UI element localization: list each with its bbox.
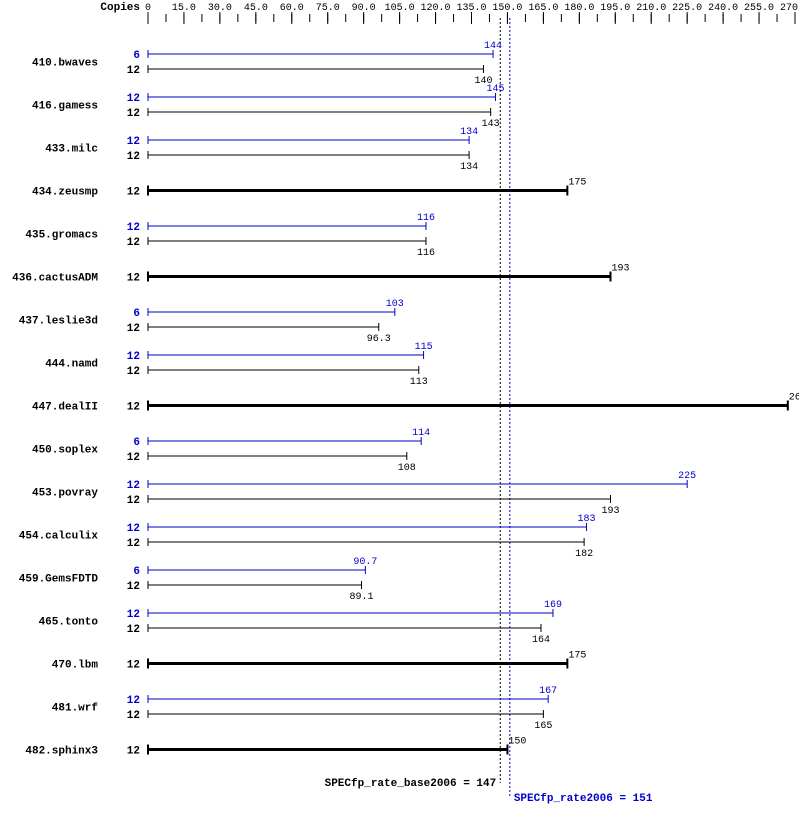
xaxis-tick-label: 105.0: [385, 3, 415, 14]
copies-base: 12: [127, 273, 140, 285]
xaxis-tick-label: 195.0: [600, 3, 630, 14]
copies-base: 12: [127, 746, 140, 758]
copies-base: 12: [127, 108, 140, 120]
xaxis-tick-label: 120.0: [421, 3, 451, 14]
base-value: 165: [534, 721, 552, 732]
benchmark-label: 465.tonto: [39, 617, 99, 629]
xaxis-tick-label: 255.0: [744, 3, 774, 14]
base-value: 164: [532, 635, 550, 646]
peak-value: 116: [417, 213, 435, 224]
xaxis-tick-label: 150.0: [492, 3, 522, 14]
base-value: 193: [601, 506, 619, 517]
benchmark-label: 436.cactusADM: [12, 273, 98, 285]
base-value: 143: [482, 119, 500, 130]
copies-base: 12: [127, 151, 140, 163]
benchmark-label: 437.leslie3d: [19, 316, 98, 328]
single-value: 175: [568, 651, 586, 662]
copies-base: 12: [127, 624, 140, 636]
copies-peak: 12: [127, 351, 140, 363]
copies-peak: 12: [127, 523, 140, 535]
xaxis-tick-label: 240.0: [708, 3, 738, 14]
ref-label-base: SPECfp_rate_base2006 = 147: [325, 778, 497, 790]
xaxis-tick-label: 60.0: [280, 3, 304, 14]
peak-value: 144: [484, 41, 502, 52]
benchmark-label: 416.gamess: [32, 101, 98, 113]
peak-value: 134: [460, 127, 478, 138]
copies-peak: 6: [133, 437, 140, 449]
copies-base: 12: [127, 65, 140, 77]
copies-base: 12: [127, 495, 140, 507]
copies-base: 12: [127, 660, 140, 672]
xaxis-tick-label: 30.0: [208, 3, 232, 14]
copies-base: 12: [127, 187, 140, 199]
benchmark-label: 459.GemsFDTD: [19, 574, 99, 586]
chart-svg: 0 15.0 30.0 45.0 60.0 75.0 90.0 105.0 120.0 135.0…: [0, 0, 799, 831]
benchmark-label: 444.namd: [45, 359, 98, 371]
peak-value: 183: [578, 514, 596, 525]
peak-value: 145: [486, 84, 504, 95]
xaxis-tick-label: 0: [145, 3, 151, 14]
copies-base: 12: [127, 710, 140, 722]
copies-base: 12: [127, 538, 140, 550]
copies-peak: 6: [133, 308, 140, 320]
xaxis-tick-label: 165.0: [528, 3, 558, 14]
single-value: 267: [789, 393, 799, 404]
peak-value: 115: [415, 342, 433, 353]
single-value: 193: [611, 264, 629, 275]
single-value: 175: [568, 178, 586, 189]
base-value: 113: [410, 377, 428, 388]
benchmark-label: 434.zeusmp: [32, 187, 98, 199]
benchmark-label: 481.wrf: [52, 703, 99, 715]
copies-base: 12: [127, 323, 140, 335]
copies-base: 12: [127, 402, 140, 414]
benchmark-label: 433.milc: [45, 144, 98, 156]
base-value: 108: [398, 463, 416, 474]
single-value: 150: [508, 737, 526, 748]
benchmark-label: 447.dealII: [32, 402, 98, 414]
base-value: 134: [460, 162, 478, 173]
base-value: 96.3: [367, 334, 391, 345]
copies-base: 12: [127, 452, 140, 464]
peak-value: 225: [678, 471, 696, 482]
spec-chart: 0 15.0 30.0 45.0 60.0 75.0 90.0 105.0 120.0 135.0…: [0, 0, 799, 831]
peak-value: 103: [386, 299, 404, 310]
peak-value: 167: [539, 686, 557, 697]
xaxis-tick-label: 270.0: [780, 3, 799, 14]
copies-peak: 6: [133, 50, 140, 62]
benchmark-label: 435.gromacs: [25, 230, 98, 242]
copies-peak: 12: [127, 695, 140, 707]
benchmark-label: 454.calculix: [19, 531, 99, 543]
benchmark-label: 453.povray: [32, 488, 98, 500]
base-value: 116: [417, 248, 435, 259]
xaxis-tick-label: 45.0: [244, 3, 268, 14]
xaxis-tick-label: 225.0: [672, 3, 702, 14]
peak-value: 114: [412, 428, 430, 439]
copies-base: 12: [127, 366, 140, 378]
ref-label-peak: SPECfp_rate2006 = 151: [514, 793, 653, 805]
base-value: 89.1: [350, 592, 374, 603]
copies-peak: 12: [127, 93, 140, 105]
copies-base: 12: [127, 581, 140, 593]
copies-header: Copies: [100, 2, 140, 14]
xaxis-tick-label: 15.0: [172, 3, 196, 14]
copies-peak: 12: [127, 609, 140, 621]
base-value: 182: [575, 549, 593, 560]
benchmark-label: 470.lbm: [52, 660, 99, 672]
benchmark-label: 410.bwaves: [32, 58, 98, 70]
xaxis-tick-label: 135.0: [456, 3, 486, 14]
peak-value: 169: [544, 600, 562, 611]
xaxis-tick-label: 90.0: [352, 3, 376, 14]
xaxis-tick-label: 180.0: [564, 3, 594, 14]
copies-peak: 6: [133, 566, 140, 578]
copies-base: 12: [127, 237, 140, 249]
benchmark-label: 450.soplex: [32, 445, 98, 457]
benchmark-label: 482.sphinx3: [25, 746, 98, 758]
xaxis-tick-label: 210.0: [636, 3, 666, 14]
copies-peak: 12: [127, 480, 140, 492]
xaxis-tick-label: 75.0: [316, 3, 340, 14]
peak-value: 90.7: [353, 557, 377, 568]
copies-peak: 12: [127, 136, 140, 148]
copies-peak: 12: [127, 222, 140, 234]
